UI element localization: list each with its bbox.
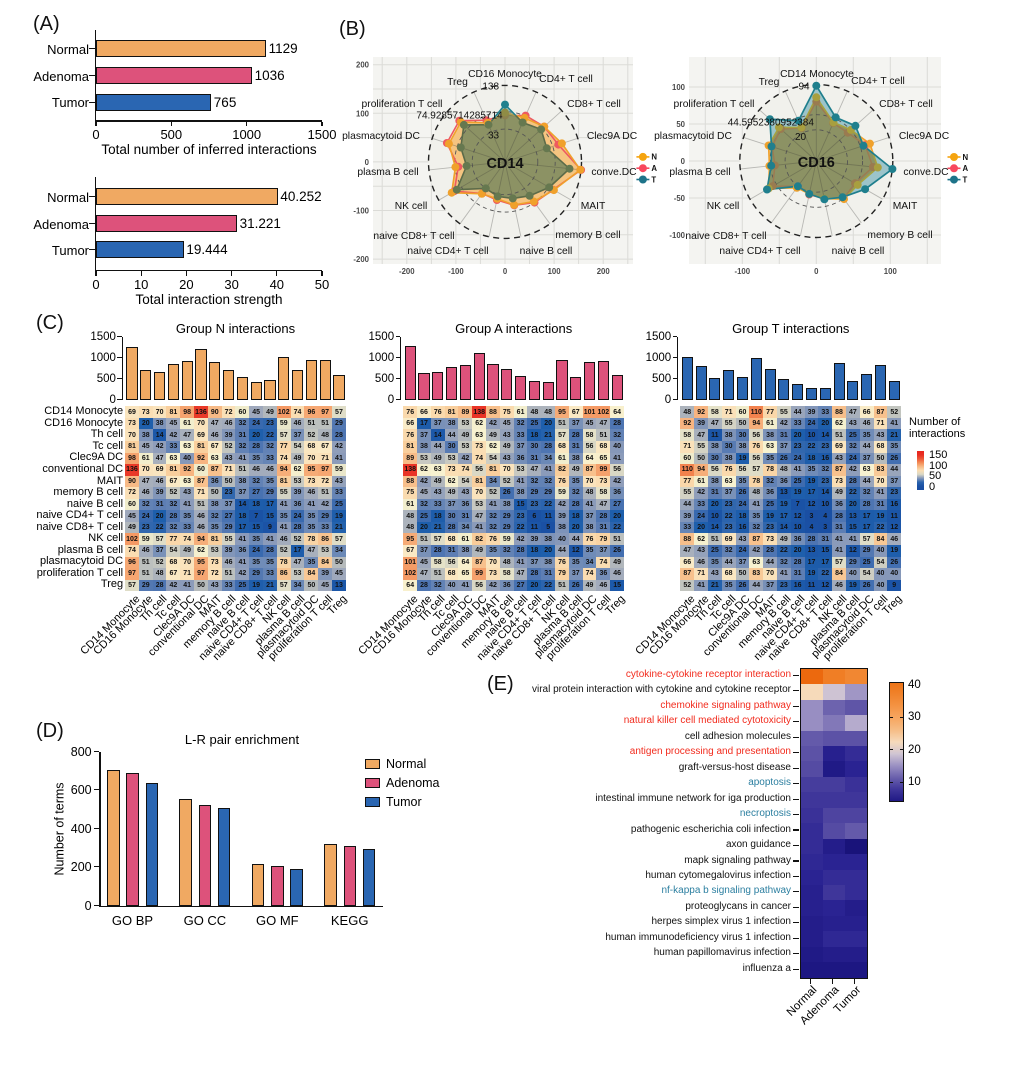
- svg-text:proliferation T cell: proliferation T cell: [674, 99, 755, 110]
- svg-text:-100: -100: [353, 207, 369, 216]
- svg-text:naive CD4+ T cell: naive CD4+ T cell: [719, 246, 800, 257]
- svg-text:MAIT: MAIT: [893, 201, 918, 212]
- svg-text:A: A: [651, 164, 657, 173]
- svg-text:CD4+ T cell: CD4+ T cell: [539, 74, 593, 85]
- svg-text:plasmacytoid DC: plasmacytoid DC: [654, 131, 732, 142]
- svg-text:N: N: [651, 153, 657, 162]
- svg-text:conve.DC: conve.DC: [591, 167, 637, 178]
- svg-text:T: T: [651, 175, 656, 184]
- svg-text:plasmacytoid DC: plasmacytoid DC: [342, 131, 420, 142]
- svg-text:CD8+ T cell: CD8+ T cell: [567, 99, 621, 110]
- svg-text:MAIT: MAIT: [581, 201, 606, 212]
- svg-text:33: 33: [488, 131, 500, 142]
- svg-text:naive B cell: naive B cell: [520, 246, 573, 257]
- svg-text:-100: -100: [448, 267, 464, 276]
- svg-text:naive CD8+ T cell: naive CD8+ T cell: [685, 231, 766, 242]
- svg-text:74.9285714285714: 74.9285714285714: [416, 111, 503, 122]
- svg-text:-100: -100: [669, 231, 685, 240]
- svg-text:NK cell: NK cell: [395, 201, 428, 212]
- svg-text:44.5952380952384: 44.5952380952384: [728, 118, 815, 129]
- svg-text:-100: -100: [734, 267, 750, 276]
- svg-text:CD14 Monocyte: CD14 Monocyte: [780, 69, 854, 80]
- svg-text:200: 200: [597, 267, 611, 276]
- svg-text:plasma B cell: plasma B cell: [669, 167, 730, 178]
- svg-text:-200: -200: [353, 255, 369, 264]
- svg-text:proliferation T cell: proliferation T cell: [362, 99, 443, 110]
- svg-text:memory B cell: memory B cell: [555, 230, 620, 241]
- svg-text:NK cell: NK cell: [707, 201, 740, 212]
- svg-text:200: 200: [356, 61, 370, 70]
- svg-text:CD4+ T cell: CD4+ T cell: [851, 76, 905, 87]
- svg-text:94: 94: [798, 81, 810, 92]
- svg-text:T: T: [963, 175, 968, 184]
- svg-text:0: 0: [365, 158, 370, 167]
- svg-text:memory B cell: memory B cell: [867, 230, 932, 241]
- svg-text:N: N: [963, 153, 969, 162]
- svg-text:CD16: CD16: [798, 155, 835, 171]
- svg-text:Treg: Treg: [759, 77, 780, 88]
- svg-text:-200: -200: [399, 267, 415, 276]
- svg-text:100: 100: [356, 109, 370, 118]
- svg-text:100: 100: [672, 83, 686, 92]
- svg-text:0: 0: [681, 157, 686, 166]
- svg-text:A: A: [963, 164, 969, 173]
- svg-text:CD14: CD14: [486, 156, 523, 172]
- svg-text:naive CD4+ T cell: naive CD4+ T cell: [407, 246, 488, 257]
- svg-text:Clec9A DC: Clec9A DC: [587, 131, 638, 142]
- svg-text:plasma B cell: plasma B cell: [357, 167, 418, 178]
- svg-text:20: 20: [795, 132, 807, 143]
- svg-text:Treg: Treg: [447, 77, 468, 88]
- svg-text:50: 50: [676, 120, 685, 129]
- svg-text:CD8+ T cell: CD8+ T cell: [879, 99, 933, 110]
- svg-text:138: 138: [482, 82, 499, 93]
- svg-text:100: 100: [548, 267, 562, 276]
- svg-text:naive CD8+ T cell: naive CD8+ T cell: [373, 231, 454, 242]
- svg-text:conve.DC: conve.DC: [903, 167, 949, 178]
- svg-text:0: 0: [814, 267, 819, 276]
- svg-text:naive B cell: naive B cell: [832, 246, 885, 257]
- svg-text:Clec9A DC: Clec9A DC: [899, 131, 950, 142]
- svg-text:CD16 Monocyte: CD16 Monocyte: [468, 69, 542, 80]
- svg-text:0: 0: [503, 267, 508, 276]
- svg-text:-50: -50: [674, 194, 686, 203]
- svg-text:100: 100: [884, 267, 898, 276]
